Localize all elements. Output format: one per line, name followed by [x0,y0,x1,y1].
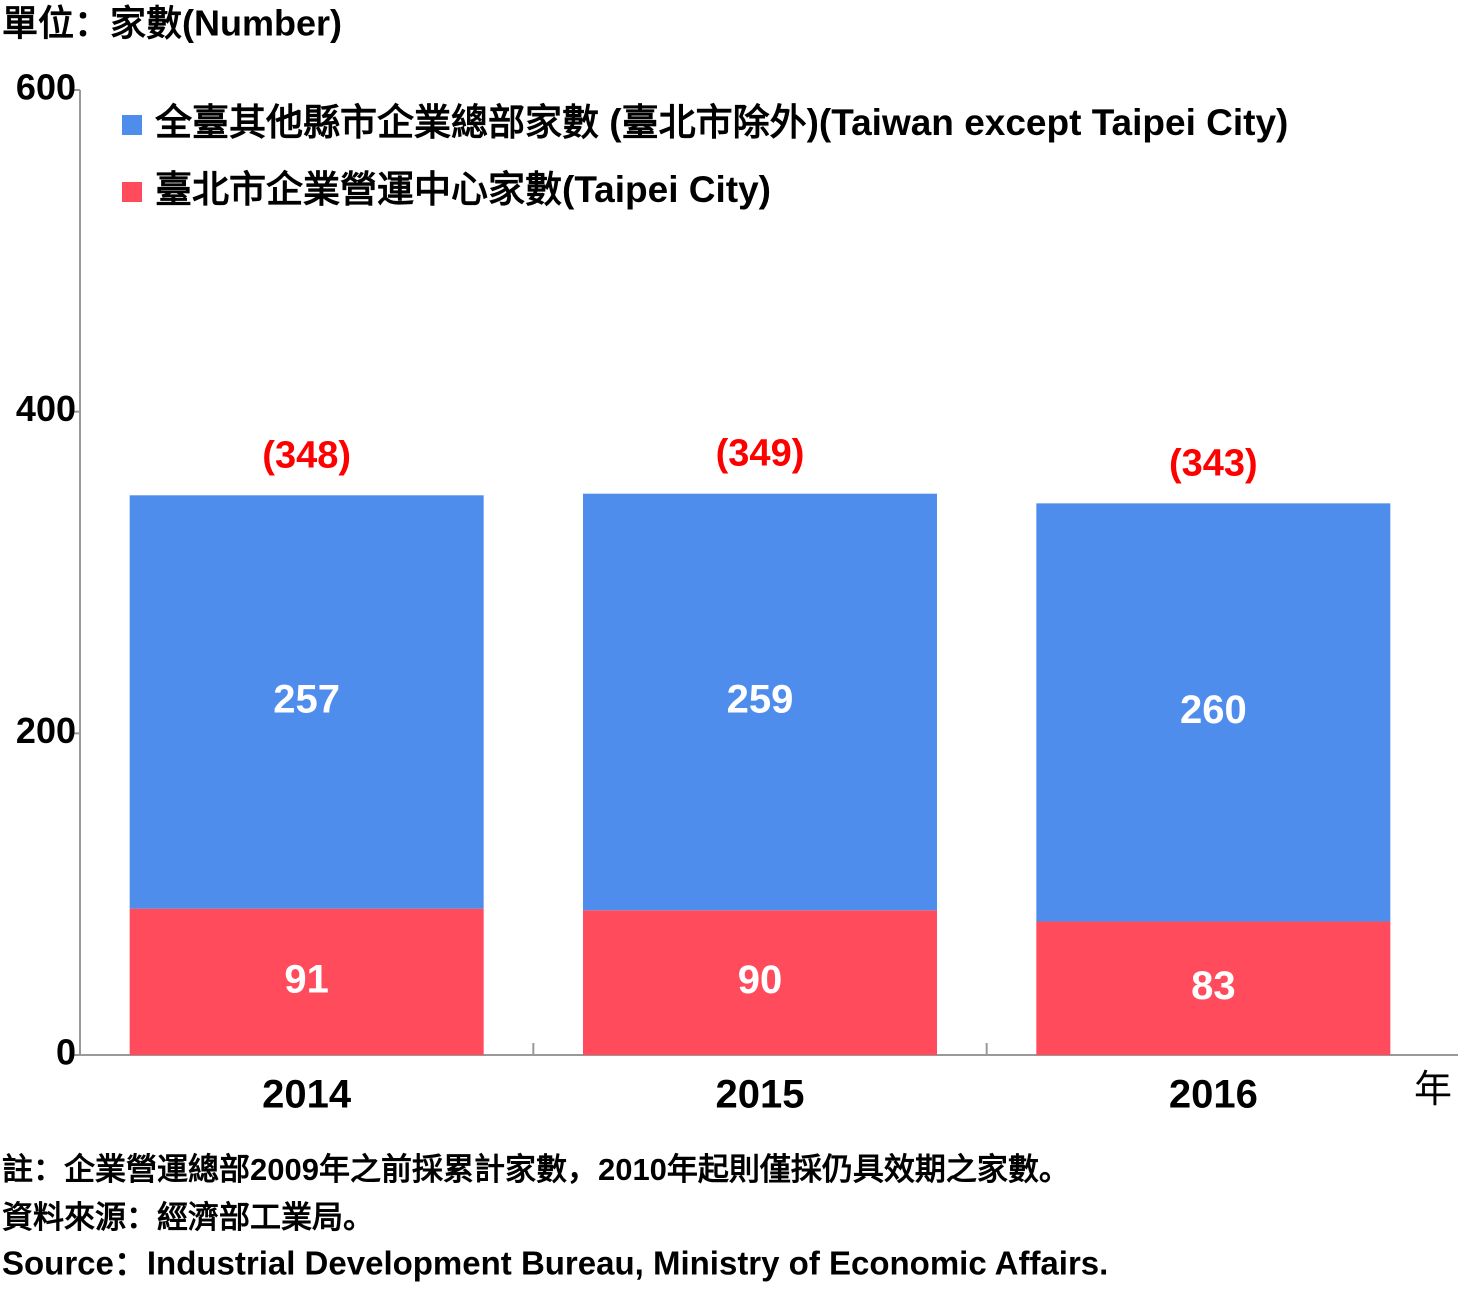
bar-segment [129,495,484,909]
data-label: 91 [284,957,329,1001]
y-tick-label: 600 [16,67,76,108]
data-label: 260 [1180,688,1247,732]
data-label: 257 [273,678,340,722]
y-tick-label: 400 [16,388,76,429]
note: Source：Industrial Development Bureau, Mi… [2,1245,1108,1282]
data-label: 259 [727,678,794,722]
total-label: (343) [1169,442,1258,484]
x-unit-label: 年 [1414,1069,1452,1111]
bar-segment [1036,921,1391,1055]
total-label: (348) [262,434,351,476]
unit-label: 單位：家數(Number) [2,3,342,44]
y-tick-label: 200 [16,710,76,751]
bar-segment [583,910,937,1055]
x-tick-label: 2014 [262,1073,352,1117]
bar-segment [583,493,937,911]
legend-label: 全臺其他縣市企業總部家數 (臺北市除外)(Taiwan except Taipe… [154,101,1288,143]
data-label: 90 [738,958,783,1002]
x-tick-label: 2016 [1169,1073,1258,1117]
y-tick-label: 0 [56,1032,76,1073]
legend-swatch [122,115,142,135]
legend-label: 臺北市企業營運中心家數(Taipei City) [155,168,771,210]
note: 註：企業營運總部2009年之前採累計家數，2010年起則僅採仍具效期之家數。 [2,1152,1070,1187]
note: 資料來源：經濟部工業局。 [2,1200,374,1235]
x-tick-label: 2015 [716,1073,805,1117]
bar-segment [129,908,484,1055]
data-label: 83 [1191,964,1236,1008]
legend-swatch [122,182,142,202]
bar-segment [1036,503,1391,922]
total-label: (349) [716,433,805,475]
